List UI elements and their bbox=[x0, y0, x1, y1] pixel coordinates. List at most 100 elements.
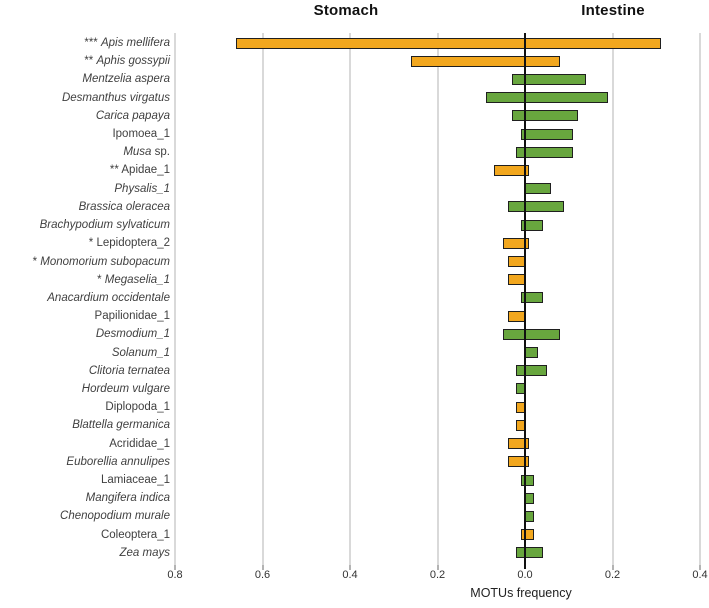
frequency-bar bbox=[507, 274, 525, 286]
taxon-name: Desmanthus virgatus bbox=[61, 91, 170, 104]
frequency-bar bbox=[520, 219, 543, 231]
taxon-name: Aphis gossypii bbox=[96, 55, 170, 68]
taxon-name: Clitoria ternatea bbox=[88, 364, 170, 377]
frequency-bar bbox=[507, 438, 530, 450]
gridline bbox=[611, 33, 614, 565]
significance-stars: *** bbox=[84, 37, 101, 49]
frequency-bar bbox=[520, 474, 534, 486]
frequency-bar bbox=[507, 310, 525, 322]
y-axis-label: Acrididae_1 bbox=[0, 437, 170, 451]
frequency-bar bbox=[236, 37, 661, 49]
y-axis-label: Mangifera indica bbox=[0, 491, 170, 505]
frequency-bar bbox=[525, 510, 534, 522]
x-tick-label: 0.8 bbox=[167, 569, 183, 581]
taxon-name: Solanum_1 bbox=[111, 346, 170, 359]
y-axis-label: Zea mays bbox=[0, 546, 171, 560]
taxon-name: Chenopodium murale bbox=[60, 510, 170, 523]
frequency-bar bbox=[516, 146, 574, 158]
frequency-bar bbox=[525, 347, 539, 359]
x-tick-label: 0.4 bbox=[692, 569, 708, 581]
frequency-bar bbox=[520, 529, 534, 541]
y-axis-label: Diplopoda_1 bbox=[0, 400, 170, 414]
significance-stars: * bbox=[88, 237, 97, 250]
frequency-bar bbox=[520, 292, 543, 304]
x-tick-mark bbox=[174, 565, 176, 570]
gridline bbox=[174, 33, 176, 565]
taxon-name: Apidae_1 bbox=[121, 164, 170, 177]
significance-stars: ** bbox=[109, 164, 122, 177]
taxon-name: Euborellia annulipes bbox=[66, 455, 170, 468]
taxon-name: Mentzelia aspera bbox=[82, 73, 170, 86]
frequency-bar bbox=[411, 55, 560, 67]
gridline bbox=[261, 33, 264, 565]
x-tick-label: 0.2 bbox=[429, 569, 446, 581]
y-axis-label: Musa sp. bbox=[0, 145, 170, 159]
y-axis-label: ** Apidae_1 bbox=[0, 163, 170, 177]
taxon-name: Acrididae_1 bbox=[109, 437, 170, 450]
y-axis-label: Lamiaceae_1 bbox=[0, 473, 170, 487]
taxon-name: Apis mellifera bbox=[100, 37, 170, 49]
significance-stars: * bbox=[32, 255, 41, 268]
taxon-name: Lamiaceae_1 bbox=[100, 474, 170, 487]
x-tick-mark bbox=[349, 565, 351, 570]
taxon-name: Coleoptera_1 bbox=[100, 528, 170, 541]
taxon-name: Carica papaya bbox=[95, 109, 170, 122]
x-tick-label: 0.0 bbox=[517, 569, 533, 581]
x-tick-label: 0.4 bbox=[342, 569, 358, 581]
frequency-bar bbox=[520, 128, 574, 140]
y-axis-label: Ipomoea_1 bbox=[0, 127, 170, 141]
y-axis-label: Physalis_1 bbox=[0, 182, 170, 196]
frequency-bar bbox=[494, 164, 530, 176]
taxon-name: Monomorium subopacum bbox=[40, 255, 170, 268]
y-axis-label: Clitoria ternatea bbox=[0, 364, 170, 378]
y-axis-label: Brachypodium sylvaticum bbox=[0, 218, 170, 232]
taxon-name: Musa bbox=[123, 146, 152, 159]
y-axis-label: Anacardium occidentale bbox=[0, 291, 170, 305]
y-axis-label: Brassica oleracea bbox=[0, 200, 170, 214]
chart-title-stomach: Stomach bbox=[313, 2, 379, 19]
frequency-bar bbox=[485, 92, 609, 104]
y-axis-label: Euborellia annulipes bbox=[0, 455, 170, 469]
taxon-name: Physalis_1 bbox=[114, 182, 170, 195]
frequency-bar bbox=[507, 456, 530, 468]
y-axis-label: Blattella germanica bbox=[0, 418, 170, 432]
y-axis-label: Coleoptera_1 bbox=[0, 528, 170, 542]
taxon-name: Brachypodium sylvaticum bbox=[39, 219, 170, 232]
gridline bbox=[436, 33, 439, 565]
y-axis-label: Desmanthus virgatus bbox=[0, 91, 170, 105]
x-axis-label: MOTUs frequency bbox=[470, 586, 572, 600]
frequency-bar bbox=[503, 328, 560, 340]
zero-axis-line-overlay bbox=[524, 33, 526, 569]
significance-stars: * bbox=[97, 273, 105, 286]
taxon-name: Desmodium_1 bbox=[95, 328, 170, 341]
gridline bbox=[349, 33, 351, 565]
y-axis-label: * Megaselia_1 bbox=[0, 273, 170, 287]
frequency-bar bbox=[507, 256, 525, 268]
significance-stars: ** bbox=[84, 55, 97, 68]
x-tick-mark bbox=[261, 565, 264, 570]
taxon-name: Diplopoda_1 bbox=[105, 401, 170, 414]
gridline bbox=[699, 33, 701, 565]
x-tick-mark bbox=[611, 565, 614, 570]
taxon-name: Lepidoptera_2 bbox=[96, 237, 170, 250]
taxon-name: Ipomoea_1 bbox=[112, 128, 170, 141]
x-tick-mark bbox=[699, 565, 701, 570]
taxon-name: Brassica oleracea bbox=[78, 200, 170, 213]
y-axis-label: *** Apis mellifera bbox=[0, 36, 170, 50]
y-axis-label: Mentzelia aspera bbox=[0, 72, 170, 86]
y-axis-label: Hordeum vulgare bbox=[0, 382, 170, 396]
taxon-name: Zea mays bbox=[119, 546, 171, 559]
frequency-bar bbox=[516, 547, 543, 559]
frequency-bar bbox=[507, 201, 565, 213]
y-axis-label: Chenopodium murale bbox=[0, 509, 170, 523]
y-axis-label: Desmodium_1 bbox=[0, 327, 170, 341]
y-axis-label: Solanum_1 bbox=[0, 346, 170, 360]
x-tick-label: 0.2 bbox=[604, 569, 621, 581]
y-axis-label: ** Aphis gossypii bbox=[0, 54, 170, 68]
chart-title-intestine: Intestine bbox=[581, 2, 645, 19]
x-tick-label: 0.6 bbox=[254, 569, 271, 581]
x-tick-mark bbox=[436, 565, 439, 570]
taxon-name: Mangifera indica bbox=[85, 492, 170, 505]
y-axis-label: Carica papaya bbox=[0, 109, 170, 123]
